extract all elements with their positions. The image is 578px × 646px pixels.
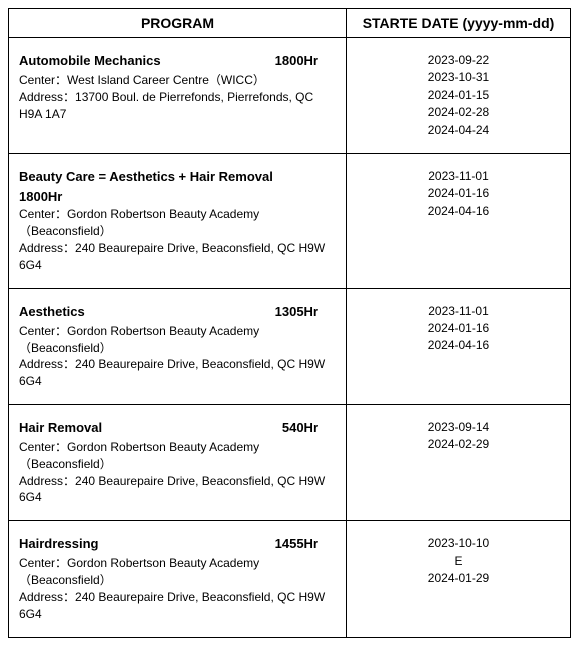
address-label: Address： — [19, 590, 75, 604]
center-label: Center： — [19, 324, 67, 338]
program-cell: Hair Removal 540Hr Center：Gordon Robertson… — [9, 404, 347, 520]
program-hours: 1800Hr — [19, 188, 336, 206]
center-label: Center： — [19, 73, 67, 87]
table-row: Hairdressing 1455Hr Center：Gordon Robertso… — [9, 521, 571, 637]
address-line: Address：240 Beaurepaire Drive, Beaconsfi… — [19, 473, 336, 507]
program-title: Aesthetics — [19, 304, 85, 319]
program-title: Hairdressing — [19, 536, 98, 551]
date-value: 2024-02-28 — [351, 104, 566, 121]
date-value: 2024-04-16 — [351, 337, 566, 354]
center-line: Center：Gordon Robertson Beauty Academy （… — [19, 323, 336, 357]
program-title: Beauty Care = Aesthetics + Hair Removal — [19, 169, 273, 184]
program-header: Automobile Mechanics 1800Hr — [19, 52, 336, 70]
program-hours: 540Hr — [282, 419, 336, 437]
dates-cell: 2023-09-142024-02-29 — [347, 404, 571, 520]
date-value: 2023-11-01 — [351, 168, 566, 185]
dates-cell: 2023-10-10E2024-01-29 — [347, 521, 571, 637]
center-line: Center：Gordon Robertson Beauty Academy （… — [19, 555, 336, 589]
address-line: Address：13700 Boul. de Pierrefonds, Pier… — [19, 89, 336, 123]
date-value: 2024-04-24 — [351, 122, 566, 139]
date-value: 2023-10-10 — [351, 535, 566, 552]
program-header: Hair Removal 540Hr — [19, 419, 336, 437]
program-hours: 1800Hr — [275, 52, 336, 70]
table-row: Hair Removal 540Hr Center：Gordon Robertson… — [9, 404, 571, 520]
address-line: Address：240 Beaurepaire Drive, Beaconsfi… — [19, 356, 336, 390]
date-value: 2024-01-15 — [351, 87, 566, 104]
program-header: Aesthetics 1305Hr — [19, 303, 336, 321]
center-line: Center：West Island Career Centre（WICC） — [19, 72, 336, 89]
address-label: Address： — [19, 357, 75, 371]
program-header: Beauty Care = Aesthetics + Hair Removal — [19, 168, 336, 186]
date-value: 2024-04-16 — [351, 203, 566, 220]
program-table: PROGRAM STARTE DATE (yyyy-mm-dd) Automob… — [8, 8, 571, 638]
center-line: Center：Gordon Robertson Beauty Academy （… — [19, 439, 336, 473]
header-start-date: STARTE DATE (yyyy-mm-dd) — [347, 9, 571, 38]
center-value: West Island Career Centre（WICC） — [67, 73, 265, 87]
program-header: Hairdressing 1455Hr — [19, 535, 336, 553]
center-line: Center：Gordon Robertson Beauty Academy （… — [19, 206, 336, 240]
date-value: 2024-02-29 — [351, 436, 566, 453]
date-value: 2023-09-22 — [351, 52, 566, 69]
address-label: Address： — [19, 241, 75, 255]
date-value: 2024-01-29 — [351, 570, 566, 587]
program-cell: Automobile Mechanics 1800Hr Center：West Is… — [9, 38, 347, 154]
dates-cell: 2023-11-012024-01-162024-04-16 — [347, 153, 571, 288]
program-cell: Hairdressing 1455Hr Center：Gordon Robertso… — [9, 521, 347, 637]
date-value: E — [351, 553, 566, 570]
program-cell: Aesthetics 1305Hr Center：Gordon Robertson … — [9, 288, 347, 404]
center-label: Center： — [19, 440, 67, 454]
table-row: Automobile Mechanics 1800Hr Center：West Is… — [9, 38, 571, 154]
program-title: Hair Removal — [19, 420, 102, 435]
table-row: Aesthetics 1305Hr Center：Gordon Robertson … — [9, 288, 571, 404]
program-title: Automobile Mechanics — [19, 53, 161, 68]
center-label: Center： — [19, 207, 67, 221]
date-value: 2023-11-01 — [351, 303, 566, 320]
date-value: 2024-01-16 — [351, 320, 566, 337]
dates-cell: 2023-11-012024-01-162024-04-16 — [347, 288, 571, 404]
address-label: Address： — [19, 474, 75, 488]
header-program: PROGRAM — [9, 9, 347, 38]
date-value: 2024-01-16 — [351, 185, 566, 202]
table-row: Beauty Care = Aesthetics + Hair Removal 1… — [9, 153, 571, 288]
dates-cell: 2023-09-222023-10-312024-01-152024-02-28… — [347, 38, 571, 154]
program-hours: 1305Hr — [275, 303, 336, 321]
address-line: Address：240 Beaurepaire Drive, Beaconsfi… — [19, 240, 336, 274]
program-cell: Beauty Care = Aesthetics + Hair Removal 1… — [9, 153, 347, 288]
address-line: Address：240 Beaurepaire Drive, Beaconsfi… — [19, 589, 336, 623]
address-label: Address： — [19, 90, 75, 104]
date-value: 2023-09-14 — [351, 419, 566, 436]
program-hours: 1455Hr — [275, 535, 336, 553]
date-value: 2023-10-31 — [351, 69, 566, 86]
